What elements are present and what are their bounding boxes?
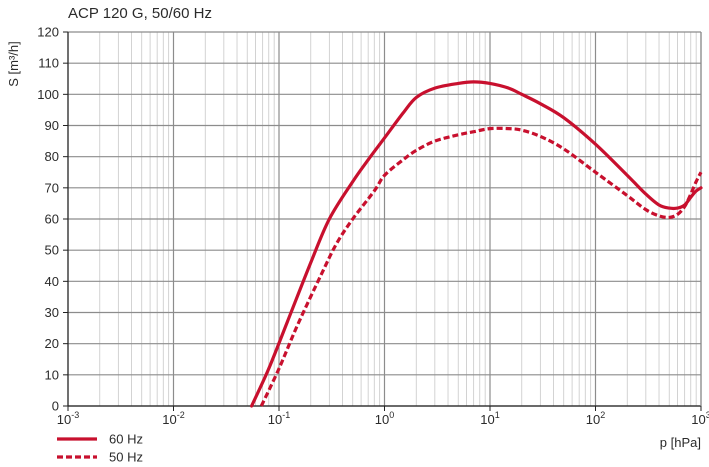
y-tick-label: 20 — [45, 336, 59, 351]
x-tick-label: 100 — [375, 410, 394, 427]
chart-title: ACP 120 G, 50/60 Hz — [68, 5, 212, 22]
y-axis-label: S [m³/h] — [6, 41, 21, 87]
legend: 60 Hz 50 Hz — [57, 432, 143, 465]
series-line-50hz — [259, 126, 703, 407]
y-tick-label: 0 — [52, 399, 59, 414]
y-tick-label: 50 — [45, 243, 59, 258]
grid — [67, 31, 702, 407]
x-tick-label: 10-3 — [57, 410, 79, 427]
series-line-60hz — [250, 80, 703, 408]
tick-labels: 0 10 20 30 40 50 60 70 80 90 100 110 120 10-3 10-2 10-1… — [37, 25, 709, 428]
y-tick-label: 100 — [37, 87, 59, 102]
x-axis-label: p [hPa] — [660, 435, 701, 450]
y-tick-label: 90 — [45, 118, 59, 133]
x-tick-label: 103 — [691, 410, 709, 427]
y-tick-label: 120 — [37, 25, 59, 40]
y-tick-label: 110 — [38, 56, 59, 71]
x-tick-label: 10-2 — [162, 410, 184, 427]
series-lines — [250, 80, 703, 408]
y-tick-label: 80 — [45, 149, 59, 164]
x-tick-label: 10-1 — [268, 410, 290, 427]
y-tick-label: 10 — [45, 367, 59, 382]
axes — [63, 31, 702, 411]
x-tick-label: 102 — [586, 410, 605, 427]
y-tick-label: 40 — [45, 274, 59, 289]
y-tick-label: 70 — [45, 180, 59, 195]
y-tick-label: 60 — [45, 212, 59, 227]
x-tick-label: 101 — [480, 410, 499, 427]
legend-label: 60 Hz — [109, 432, 143, 447]
y-tick-label: 30 — [45, 305, 59, 320]
legend-label: 50 Hz — [109, 450, 143, 465]
